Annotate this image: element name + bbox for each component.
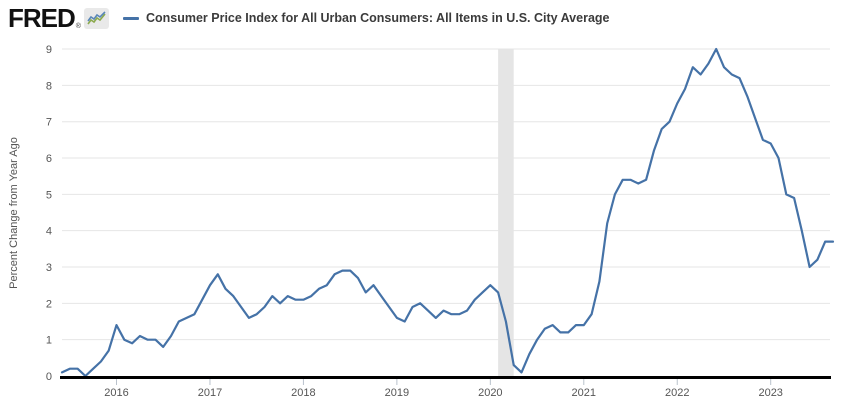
cpi-series-line[interactable] (60, 47, 835, 378)
y-tick-label: 3 (46, 262, 52, 274)
y-axis-title: Percent Change from Year Ago (8, 137, 20, 289)
icon-green-line (87, 12, 106, 24)
x-tick-label: 2017 (198, 387, 222, 399)
y-tick-label: 9 (46, 44, 52, 56)
icon-blue-line (87, 10, 106, 21)
y-tick-label: 6 (46, 153, 52, 165)
series-title[interactable]: Consumer Price Index for All Urban Consu… (145, 11, 610, 25)
fred-sparkline-icon (83, 7, 109, 29)
x-tick-label: 2019 (385, 387, 409, 399)
recession-band (498, 49, 514, 376)
y-tick-label: 5 (46, 189, 52, 201)
x-tick-label: 2016 (104, 387, 128, 399)
fred-logo-text: FRED (8, 3, 76, 33)
legend-line-swatch (122, 16, 139, 20)
y-tick-label: 1 (46, 335, 52, 347)
y-tick-label: 0 (46, 371, 52, 383)
y-tick-label: 2 (46, 298, 52, 310)
x-tick-label: 2021 (572, 387, 596, 399)
fred-logo[interactable]: FRED ® (8, 5, 109, 31)
x-tick-label: 2023 (758, 387, 782, 399)
y-tick-label: 4 (46, 226, 52, 238)
y-tick-label: 8 (46, 80, 52, 92)
y-tick-label: 7 (46, 117, 52, 129)
x-tick-label: 2020 (478, 387, 502, 399)
x-tick-label: 2022 (665, 387, 689, 399)
chart-legend: Consumer Price Index for All Urban Consu… (122, 11, 610, 25)
x-tick-label: 2018 (291, 387, 315, 399)
registered-trademark: ® (75, 23, 81, 30)
chart-header: FRED ® Consumer Price Index for All Urba… (0, 0, 850, 36)
